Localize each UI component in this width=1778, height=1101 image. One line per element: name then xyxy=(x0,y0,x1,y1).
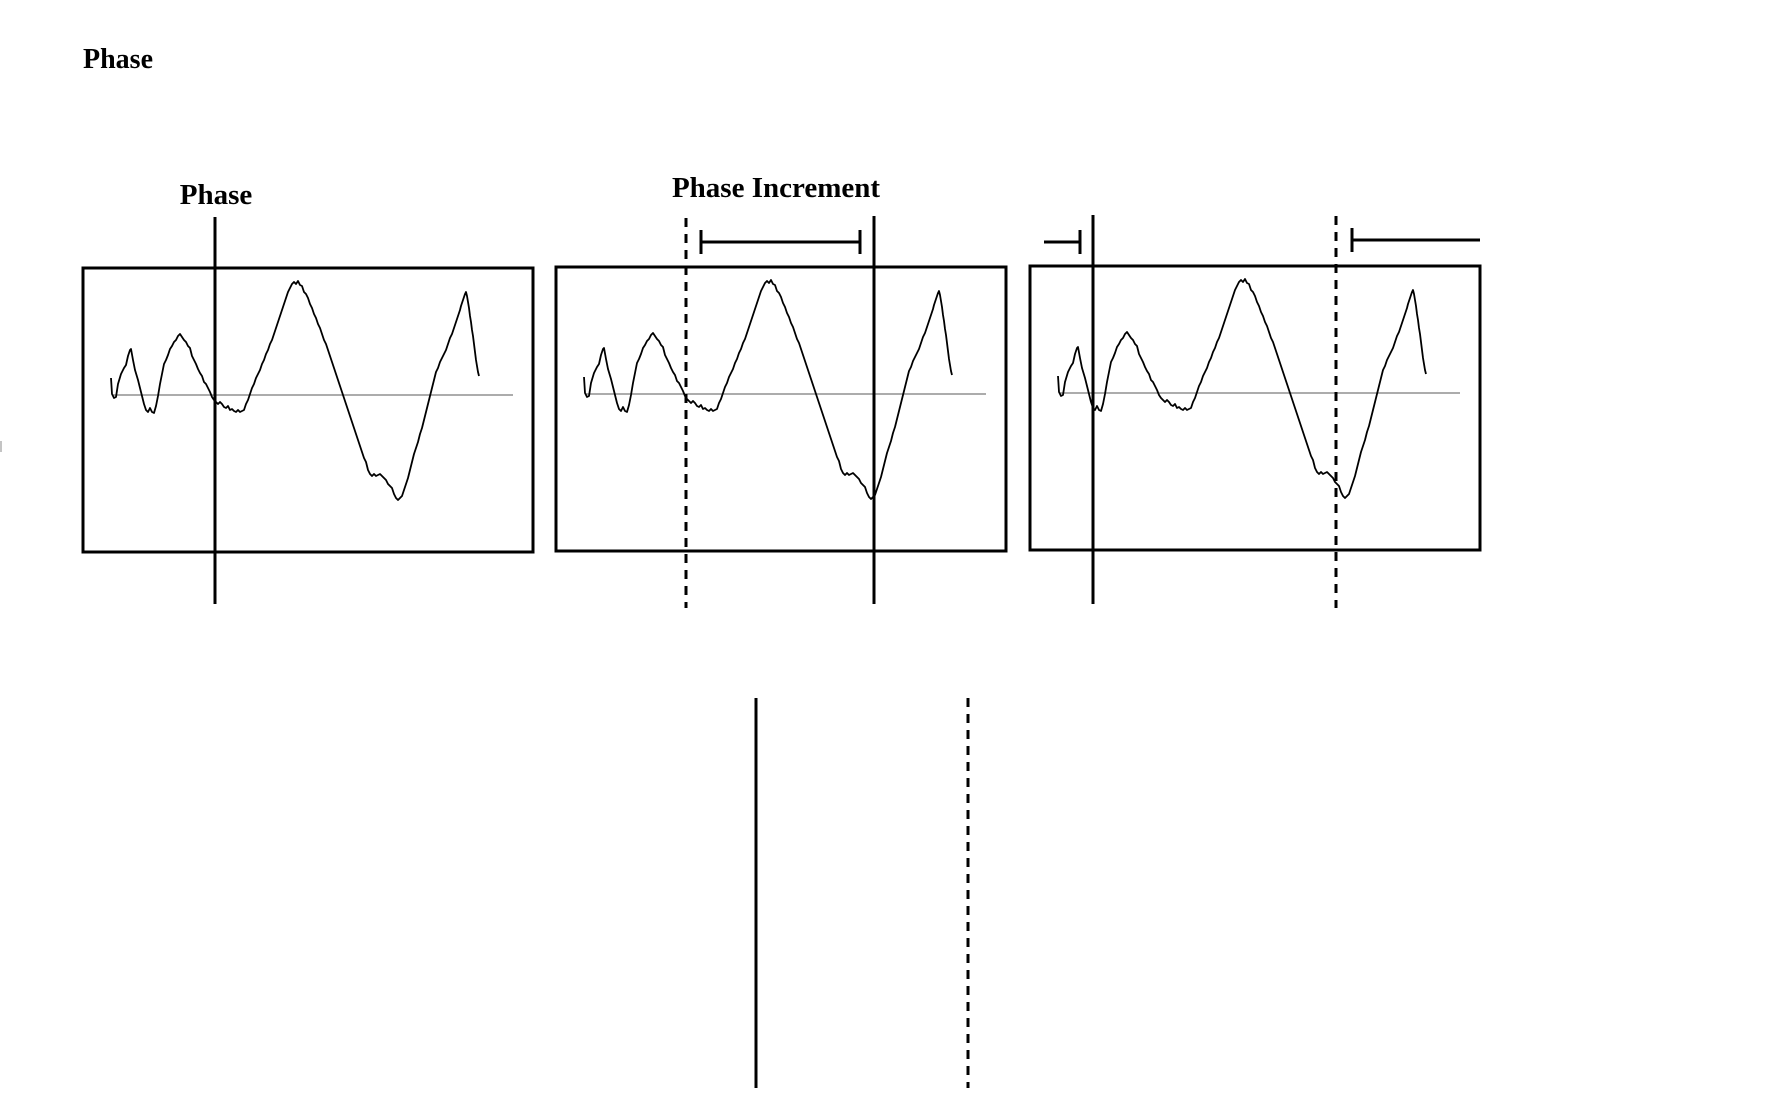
panel-1: Phase xyxy=(81,179,535,604)
panel-3-waveform xyxy=(1057,278,1427,499)
panel-2-waveform xyxy=(583,279,953,500)
phase-increment-label: Phase Increment xyxy=(672,172,880,204)
page-title: Phase xyxy=(83,44,153,75)
panel-3 xyxy=(1028,215,1482,608)
wrap-increment-start-bracket xyxy=(1044,230,1082,254)
panel-2-frame xyxy=(554,265,1008,553)
panel-1-waveform xyxy=(110,280,480,501)
wrap-increment-end-bracket xyxy=(1350,228,1480,252)
phase-increment-bracket xyxy=(699,230,862,254)
phase-label: Phase xyxy=(180,179,253,211)
panel-3-frame xyxy=(1028,264,1482,552)
panel-1-frame xyxy=(81,266,535,554)
panel-2: Phase Increment xyxy=(554,172,1008,608)
